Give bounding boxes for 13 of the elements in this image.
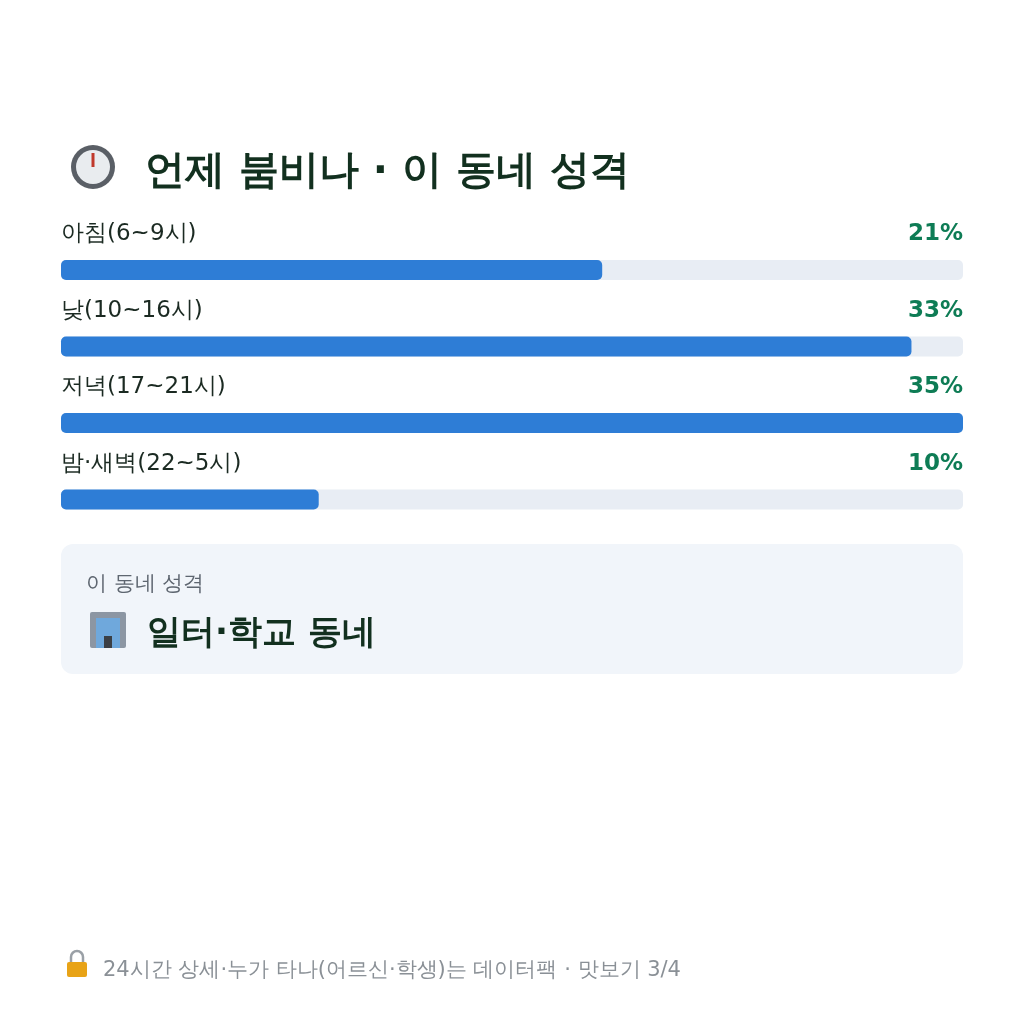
y-tick-label: 저녁(17~21시)	[61, 372, 226, 398]
y-tick-label: 아침(6~9시)	[61, 219, 197, 245]
data-label: 10%	[907, 448, 963, 475]
text: 일터·학교 동네	[147, 611, 376, 651]
data-label: 33%	[907, 295, 963, 322]
chart-title: 언제 붐비나 · 이 동네 성격	[145, 146, 630, 192]
y-tick-label: 낮(10~16시)	[61, 295, 203, 322]
data-label: 35%	[907, 372, 963, 398]
text: 이 동네 성격	[86, 571, 205, 595]
y-tick-label: 밤·새벽(22~5시)	[61, 448, 242, 475]
data-label: 21%	[907, 219, 963, 245]
bar	[61, 489, 319, 510]
text: 24시간 상세·누가 타나(어르신·학생)는 데이터팩 · 맛보기 3/4	[103, 957, 681, 981]
